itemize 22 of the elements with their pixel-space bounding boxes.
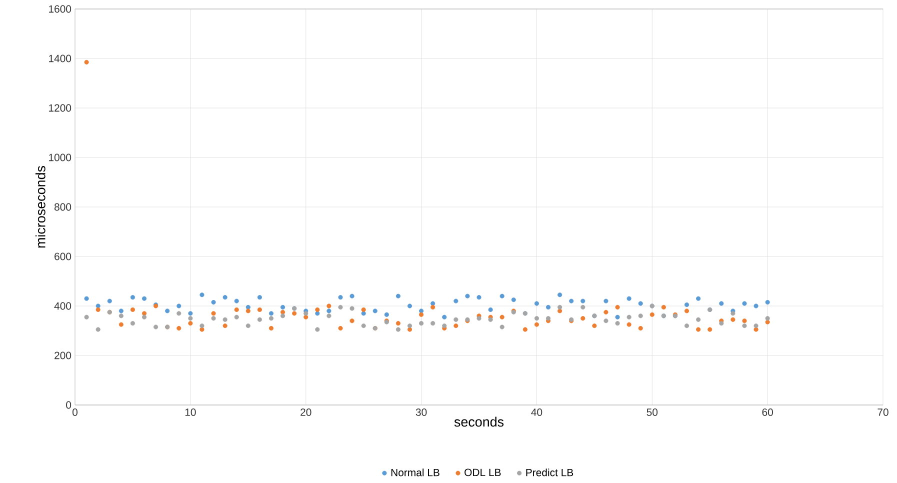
y-tick-label: 600	[54, 252, 72, 260]
y-tick-label: 1400	[49, 54, 72, 62]
x-tick-label: 40	[531, 408, 542, 416]
x-tick-label: 0	[72, 408, 78, 416]
y-tick-label: 400	[54, 302, 72, 310]
y-tick-label: 1000	[49, 154, 72, 162]
y-tick-label: 1200	[49, 104, 72, 112]
y-tick-label: 0	[66, 401, 72, 409]
x-tick-label: 10	[185, 408, 196, 416]
legend-label: Normal LB	[391, 468, 440, 476]
x-tick-label: 20	[300, 408, 312, 416]
x-tick-label: 70	[878, 408, 888, 416]
x-tick-label: 60	[762, 408, 773, 416]
x-tick-label: 30	[416, 408, 427, 416]
x-axis-title: seconds	[454, 416, 504, 427]
legend-label: Predict LB	[526, 468, 574, 476]
y-tick-label: 1600	[49, 5, 72, 13]
legend-label: ODL LB	[464, 468, 501, 476]
y-tick-label: 800	[54, 203, 72, 211]
y-axis-title: microseconds	[35, 166, 46, 248]
y-tick-label: 200	[54, 352, 72, 360]
x-tick-label: 50	[646, 408, 658, 416]
